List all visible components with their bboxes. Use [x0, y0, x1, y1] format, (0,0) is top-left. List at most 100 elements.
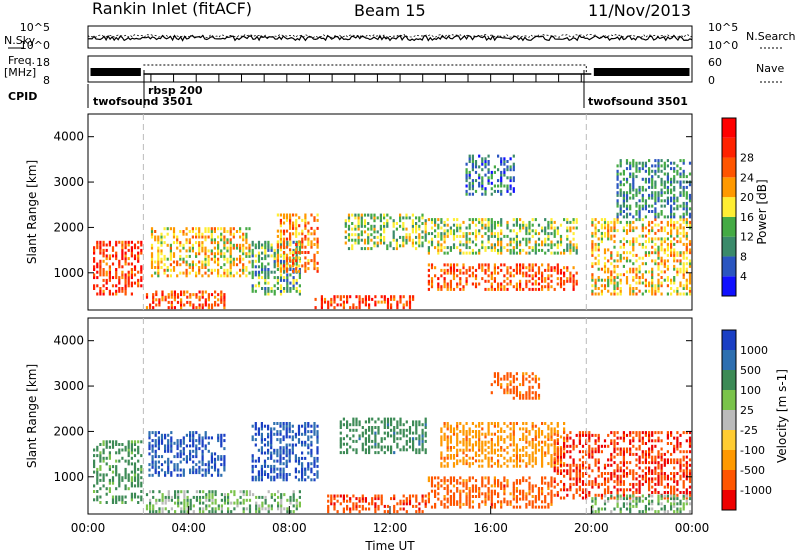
velocity-cell — [180, 510, 183, 514]
velocity-cell — [556, 424, 559, 428]
velocity-cell — [133, 465, 137, 469]
velocity-cell — [349, 507, 352, 511]
velocity-cell — [349, 437, 352, 441]
velocity-cell — [288, 451, 291, 455]
velocity-cell — [566, 444, 569, 448]
power-cell — [93, 259, 96, 263]
power-cell — [682, 161, 685, 165]
velocity-cell — [336, 494, 339, 498]
velocity-cell — [497, 484, 500, 488]
velocity-cell — [195, 444, 198, 448]
power-cell — [534, 287, 537, 291]
velocity-cell — [261, 504, 264, 508]
velocity-cell — [164, 433, 167, 437]
velocity-cell — [468, 505, 471, 509]
velocity-cell — [408, 437, 412, 441]
power-cell — [411, 224, 414, 228]
power-cell — [688, 292, 692, 296]
power-cell — [289, 289, 292, 293]
power-cell — [137, 240, 140, 244]
velocity-cell — [316, 432, 319, 436]
velocity-cell — [342, 451, 345, 455]
velocity-cell — [481, 464, 484, 468]
velocity-cell — [121, 501, 124, 504]
velocity-cell — [390, 428, 393, 432]
power-cell — [534, 282, 537, 286]
power-cell — [654, 231, 657, 235]
power-cell — [591, 223, 594, 227]
power-cell — [663, 259, 666, 263]
power-cell — [379, 233, 382, 237]
power-cell — [544, 218, 547, 222]
power-cell — [490, 173, 493, 177]
power-cell — [632, 270, 635, 274]
power-cell — [610, 251, 613, 255]
power-cell — [660, 242, 663, 246]
power-cell — [635, 188, 638, 192]
velocity-cell — [522, 495, 525, 498]
power-cell — [254, 284, 257, 288]
velocity-cell — [192, 460, 195, 464]
power-cell — [408, 295, 412, 299]
power-cell — [191, 266, 194, 269]
velocity-cell — [182, 441, 185, 445]
velocity-cell — [282, 424, 285, 428]
power-cell — [223, 263, 226, 267]
power-cell — [180, 298, 183, 302]
velocity-cell — [273, 478, 276, 482]
power-cell — [638, 161, 641, 165]
power-cell — [459, 277, 462, 281]
velocity-cell — [160, 455, 164, 459]
velocity-cell — [544, 440, 547, 444]
power-cell — [102, 240, 105, 244]
velocity-cell — [462, 430, 465, 433]
velocity-cell — [471, 495, 474, 498]
velocity-cell — [121, 478, 124, 482]
power-cell — [235, 246, 239, 250]
power-cell — [180, 303, 183, 307]
power-cell — [127, 278, 130, 282]
velocity-cell — [512, 427, 515, 431]
velocity-cell — [566, 488, 569, 492]
power-cell — [550, 279, 553, 283]
power-cell — [276, 240, 279, 244]
velocity-cell — [282, 467, 285, 471]
power-cell — [367, 213, 370, 217]
velocity-cell — [108, 487, 111, 491]
power-cell — [474, 285, 478, 289]
velocity-cell — [591, 447, 594, 451]
power-cell — [512, 274, 515, 278]
velocity-cell — [160, 439, 164, 443]
velocity-cell — [276, 448, 279, 452]
velocity-cell — [124, 470, 127, 474]
power-cell — [273, 289, 276, 293]
power-cell — [239, 249, 242, 253]
power-colorbar-segment — [722, 137, 736, 158]
velocity-cell — [198, 439, 201, 443]
power-cell — [654, 159, 657, 163]
velocity-cell — [295, 507, 298, 511]
velocity-cell — [223, 439, 226, 443]
velocity-cell — [164, 436, 167, 440]
power-cell — [273, 259, 276, 263]
velocity-cell — [310, 467, 313, 471]
power-cell — [506, 277, 509, 281]
power-cell — [282, 232, 286, 236]
velocity-cell — [531, 422, 534, 425]
power-cell — [638, 289, 641, 293]
power-cell — [493, 220, 496, 224]
power-cell — [283, 278, 286, 282]
power-cell — [635, 270, 638, 274]
power-cell — [487, 181, 490, 185]
power-cell — [254, 259, 257, 263]
power-cell — [251, 265, 254, 269]
velocity-cell — [270, 475, 273, 479]
velocity-cell — [563, 455, 566, 459]
power-cell — [638, 199, 641, 203]
velocity-cell — [418, 448, 421, 452]
velocity-cell — [276, 432, 279, 436]
power-cell — [544, 268, 547, 272]
power-cell — [176, 238, 179, 242]
power-cell — [160, 243, 163, 247]
power-cell — [632, 164, 635, 168]
